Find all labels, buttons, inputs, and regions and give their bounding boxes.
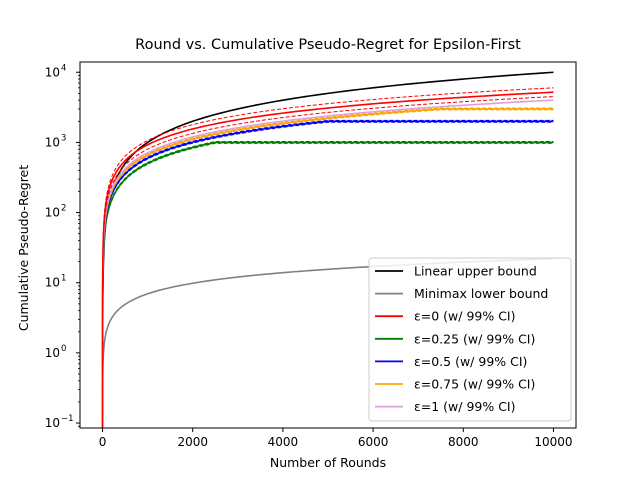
x-tick-label: 4000	[268, 435, 299, 449]
x-tick-label: 0	[99, 435, 107, 449]
series-4-line	[101, 120, 554, 428]
legend-label: Linear upper bound	[414, 264, 537, 279]
legend-label: ε=0.75 (w/ 99% CI)	[414, 377, 535, 392]
x-tick-label: 8000	[448, 435, 479, 449]
y-tick-label: 10	[45, 276, 60, 290]
legend-label: ε=0 (w/ 99% CI)	[414, 309, 516, 324]
plot-lines	[101, 71, 554, 428]
y-axis-label: Cumulative Pseudo-Regret	[16, 165, 31, 331]
y-tick-exponent: −1	[61, 414, 74, 424]
series-6-line	[101, 99, 554, 428]
y-tick-exponent: 4	[61, 63, 66, 73]
y-tick-label: 10	[45, 346, 60, 360]
legend-label: ε=0.5 (w/ 99% CI)	[414, 354, 527, 369]
legend: Linear upper bound Minimax lower bound ε=0…	[368, 257, 572, 422]
y-tick-label: 10	[45, 65, 60, 79]
legend-box	[368, 257, 572, 422]
x-tick-label: 2000	[177, 435, 208, 449]
legend-label: ε=0.25 (w/ 99% CI)	[414, 331, 535, 346]
y-tick-exponent: 0	[61, 344, 66, 354]
y-tick-exponent: 1	[61, 274, 66, 284]
legend-label: Minimax lower bound	[414, 286, 548, 301]
series-2-line	[101, 91, 554, 428]
series-5-line	[101, 108, 554, 428]
series-3-line	[101, 141, 554, 428]
series-2-ci-lower	[102, 96, 554, 428]
x-axis-label: Number of Rounds	[270, 455, 386, 470]
y-tick-label: 10	[45, 135, 60, 149]
y-tick-exponent: 2	[61, 204, 66, 214]
plot-frame	[79, 61, 577, 429]
x-tick-label: 10000	[534, 435, 572, 449]
y-tick-exponent: 3	[61, 133, 66, 143]
x-tick-label: 6000	[358, 435, 389, 449]
y-tick-label: 10	[45, 206, 60, 220]
legend-label: ε=1 (w/ 99% CI)	[414, 399, 516, 414]
chart-title: Round vs. Cumulative Pseudo-Regret for E…	[135, 37, 521, 53]
y-tick-label: 10	[45, 416, 60, 430]
